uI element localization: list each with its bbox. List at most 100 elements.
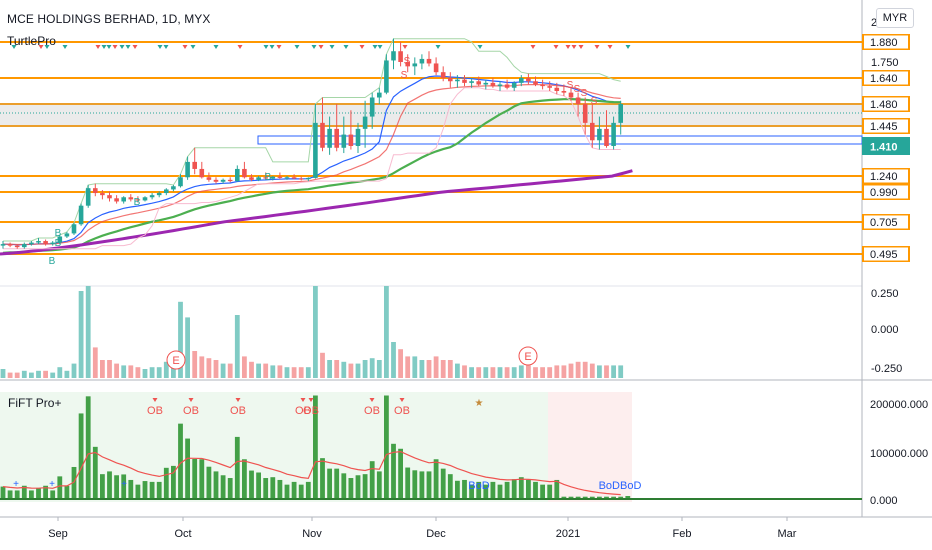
candle-body — [476, 81, 481, 85]
candle-body — [419, 58, 425, 64]
oscillator-bar — [447, 360, 453, 378]
candle — [561, 84, 567, 96]
fift-bar — [490, 481, 496, 499]
candle — [178, 174, 183, 188]
top-dot — [132, 45, 138, 49]
level-tag-text: 1.880 — [870, 37, 898, 49]
candle-body — [561, 91, 567, 93]
oscillator-bar — [518, 365, 524, 378]
oscillator-bar — [199, 356, 205, 378]
fift-bar — [348, 478, 354, 499]
candle-body — [455, 79, 460, 82]
candle — [71, 222, 77, 235]
ob-label: OB — [230, 405, 246, 417]
fift-bar — [291, 481, 297, 499]
price-axis: 2.01.7501.8801.6401.4801.4451.2400.9900.… — [862, 17, 910, 262]
candle-body — [64, 233, 70, 237]
top-dot — [157, 45, 163, 49]
fift-bar — [206, 466, 212, 499]
top-dot — [571, 45, 577, 49]
candle — [440, 66, 446, 82]
time-tick-label: Mar — [778, 528, 797, 540]
candle — [590, 104, 595, 148]
oscillator-bar — [547, 367, 553, 378]
last-price-tag: 1.410 — [862, 137, 910, 155]
candle-body — [7, 244, 13, 246]
candle-body — [611, 122, 616, 146]
candle — [519, 75, 524, 87]
candle-body — [526, 78, 531, 82]
candle-body — [50, 242, 55, 245]
oscillator-bar — [504, 367, 510, 378]
top-dot — [213, 45, 219, 49]
level-tag-inner — [864, 185, 908, 199]
candle — [57, 234, 63, 245]
channel-upper-line — [3, 38, 621, 242]
fift-bar — [7, 490, 13, 499]
oscillator-bar — [142, 369, 148, 378]
candle — [242, 161, 247, 179]
level-tag-inner — [864, 215, 908, 229]
candle-body — [334, 128, 339, 148]
candle — [597, 116, 602, 150]
candle — [206, 172, 212, 182]
fift-bar — [178, 423, 183, 499]
ema-blue-line — [2, 75, 621, 246]
symbol-title[interactable]: MCE HOLDINGS BERHAD, 1D, MYX — [7, 12, 211, 26]
oscillator-bar — [220, 363, 226, 378]
last-price-text: 1.410 — [870, 142, 898, 154]
candle — [377, 87, 382, 104]
candle — [135, 196, 141, 203]
sub-indicator-name[interactable]: FiFT Pro+ — [8, 396, 62, 410]
moving-averages — [0, 38, 633, 256]
level-tag-text: 0.990 — [870, 187, 898, 199]
candle-body — [440, 72, 446, 78]
earnings-letter: E — [524, 351, 531, 363]
oscillator-bar — [426, 360, 432, 378]
candle-body — [93, 188, 98, 194]
oscillator-bar — [135, 367, 141, 378]
oscillator-bar — [419, 360, 425, 378]
indicator-name[interactable]: TurtlePro — [7, 34, 56, 48]
level-tag-text: 1.480 — [870, 99, 898, 111]
candle — [433, 57, 439, 76]
earnings-circle — [518, 346, 538, 366]
candle — [526, 73, 531, 85]
top-dot — [119, 45, 125, 49]
fift-bar — [298, 484, 304, 499]
oscillator-bar — [412, 356, 418, 378]
oscillator-bar — [313, 286, 318, 378]
fift-bar — [50, 490, 56, 499]
candle — [22, 242, 27, 249]
top-signal-dots — [11, 45, 631, 49]
candle-body — [277, 176, 283, 178]
candle — [107, 191, 112, 202]
candle — [554, 82, 560, 95]
oscillator-bar — [156, 367, 162, 378]
fift-bar — [85, 396, 91, 499]
candle — [490, 78, 496, 88]
oscillator-bar — [554, 365, 560, 378]
candle-body — [85, 188, 91, 206]
candle-body — [519, 78, 524, 83]
fift-bar — [547, 484, 553, 499]
oscillator-bar — [192, 351, 198, 378]
candle-body — [100, 193, 105, 196]
candle — [483, 79, 489, 90]
currency-badge[interactable]: MYR — [876, 8, 914, 28]
oscillator-bar — [71, 363, 77, 378]
oscillator-bar — [483, 367, 489, 378]
candle — [100, 190, 105, 200]
candle — [78, 203, 84, 226]
ob-label: OB — [364, 405, 380, 417]
candle-body — [469, 81, 474, 83]
top-dot — [38, 45, 44, 49]
oscillator-bar — [526, 365, 531, 378]
candle-body — [156, 193, 162, 196]
candle-body — [341, 134, 347, 148]
candle — [128, 194, 134, 202]
fift-bar — [156, 481, 162, 499]
